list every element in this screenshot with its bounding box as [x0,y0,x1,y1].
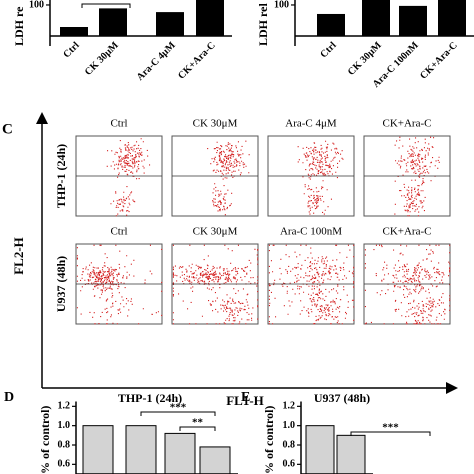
x-axis-label: FL1-H [226,393,264,408]
significance-label: *** [170,402,187,414]
chart-title: U937 (48h) [314,391,370,405]
plot-title: Ctrl [110,226,127,238]
plot-title: CK 30μM [193,226,238,238]
bar [99,8,127,36]
y-tick-label: 0.8 [283,439,296,450]
panel-letter: C [2,121,13,137]
significance-bracket [81,3,131,8]
event-dots [207,140,250,216]
row-label: THP-1 (24h) [54,144,68,208]
y-axis-label: LDH re [12,6,26,46]
bar [438,0,466,36]
y-tick-label: 100 [29,0,44,10]
bar [60,27,88,36]
bar [125,425,157,474]
bar [305,425,335,474]
category-label: Ara-C 4μM [135,40,178,83]
event-dots [297,140,344,215]
y-axis-label: % of control) [38,406,52,474]
plot-title: CK+Ara-C [383,226,432,238]
y-tick-label: 100 [274,0,289,10]
y-tick-label: 1.2 [283,401,296,412]
plot-title: CK+Ara-C [383,118,432,130]
significance-bracket [140,411,216,416]
bar [399,5,427,37]
significance-label: *** [382,422,399,434]
bar [196,0,224,36]
y-tick-label: 0.6 [58,459,71,470]
category-label: Ctrl [318,40,338,60]
significance-bracket [350,431,431,436]
y-tick-label: 0.6 [283,459,296,470]
y-tick-label: 1.2 [58,401,71,412]
significance-label: ** [192,417,204,429]
plot-title: Ara-C 4μM [285,118,337,130]
bar [82,425,114,474]
y-tick-label: 0.8 [58,439,71,450]
bar [199,446,231,474]
plot-title: Ara-C 100nM [280,226,342,238]
y-axis-label: FL2-H [11,237,26,275]
category-label: CK+Ara-C [418,40,460,82]
category-label: CK 30μM [346,40,384,78]
row-label: U937 (48h) [54,256,68,312]
category-label: CK 30μM [83,40,121,78]
y-tick-label: 1.0 [283,420,296,431]
chart-title: THP-1 (24h) [118,391,182,405]
plot-title: Ctrl [110,118,127,130]
panel-letter: E [241,390,250,405]
panel-letter: D [4,390,14,405]
bar [336,434,366,474]
bar [156,12,184,37]
bar [164,432,196,474]
y-axis-label: % of control) [262,406,276,474]
plot-title: CK 30μM [193,118,238,130]
bar [362,0,390,36]
category-label: CK+Ara-C [176,40,218,82]
category-label: Ctrl [61,40,81,60]
significance-bracket [179,426,216,431]
bar [317,13,345,36]
y-tick-label: 1.0 [58,420,71,431]
y-axis-label: LDH rel [256,3,270,46]
